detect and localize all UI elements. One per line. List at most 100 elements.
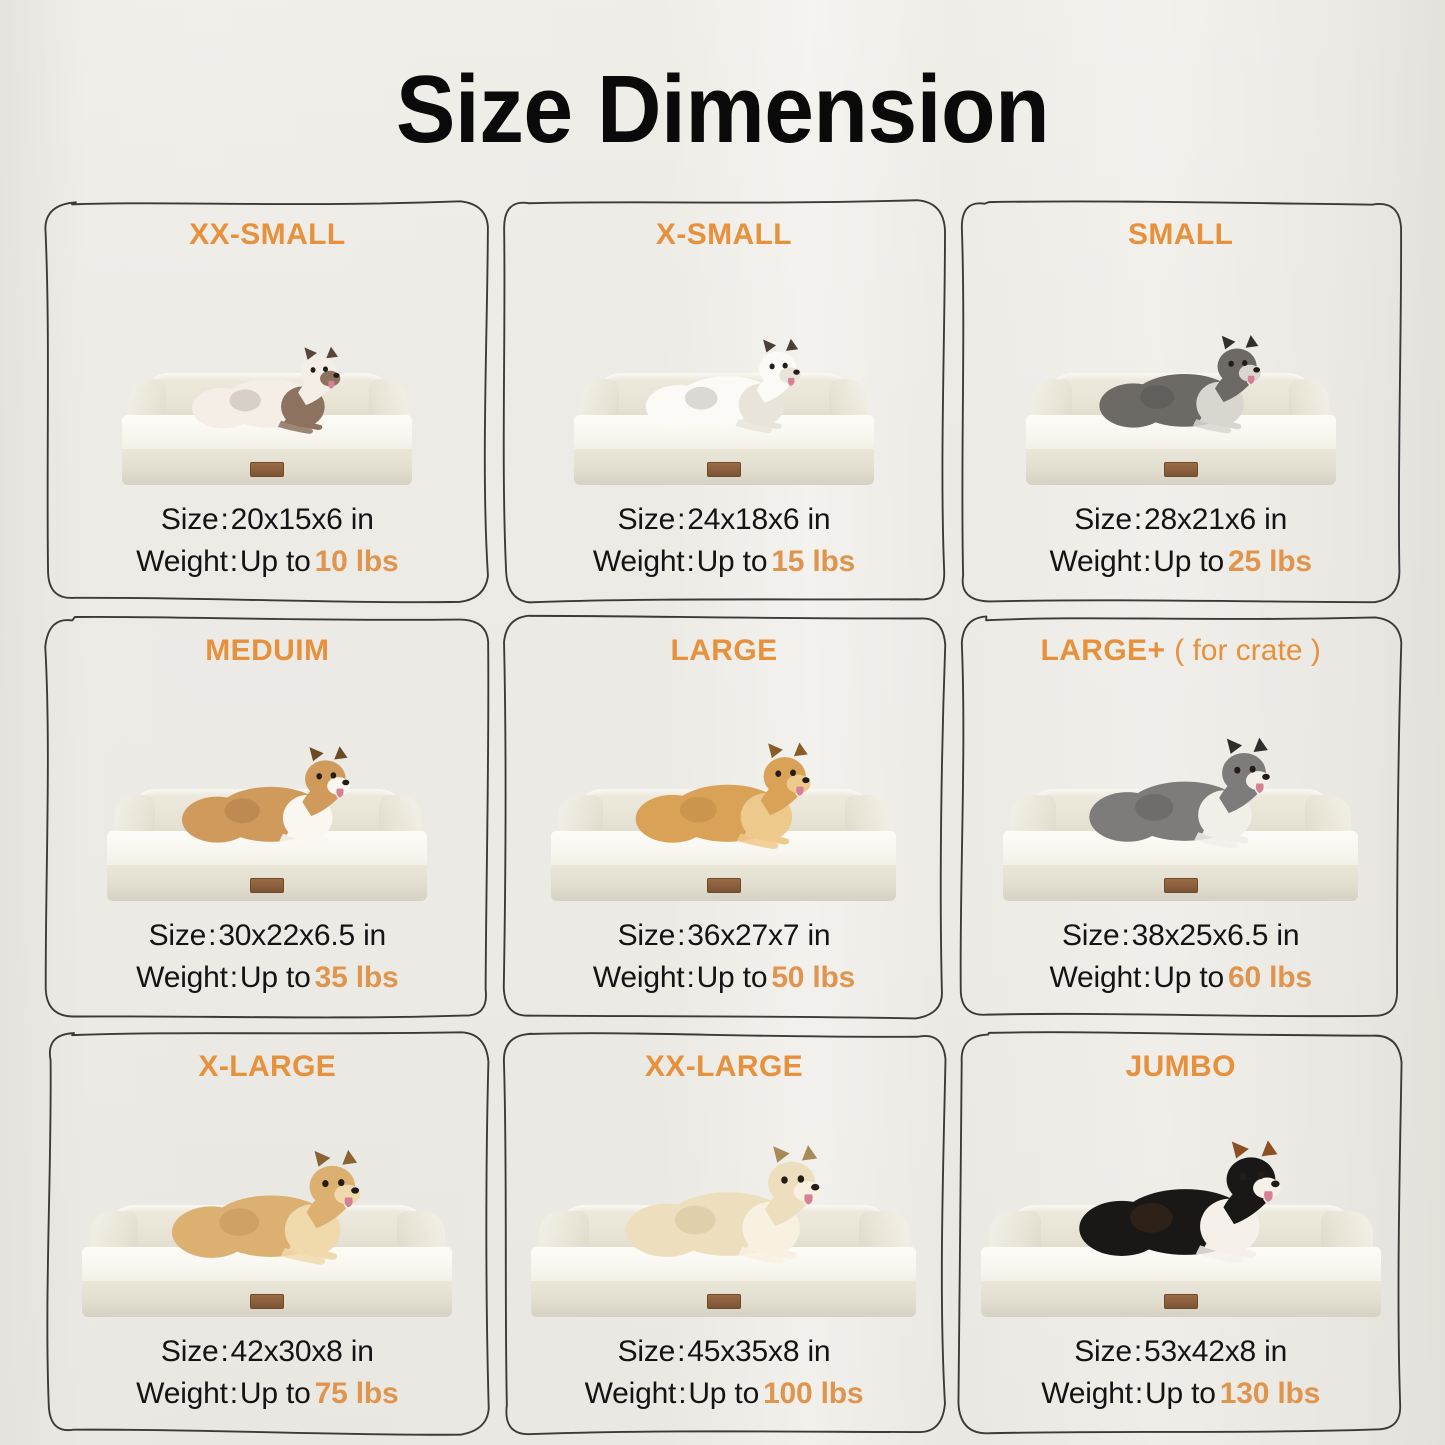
size-key: Size <box>1074 1335 1132 1369</box>
size-card[interactable]: LARGE <box>501 614 948 1020</box>
pet-golden-retriever-dog <box>632 736 816 856</box>
size-separator: : <box>1133 503 1142 537</box>
size-key: Size <box>148 919 207 953</box>
spec-block: Size:36x27x7 in Weight:Up to 50 lbs <box>515 915 934 1006</box>
weight-line: Weight:Up to 50 lbs <box>515 957 934 998</box>
size-line: Size:28x21x6 in <box>971 499 1390 540</box>
weight-value: 15 lbs <box>771 544 856 578</box>
product-image <box>58 254 477 499</box>
size-value: 45x35x8 in <box>687 1335 831 1369</box>
size-separator: : <box>208 919 217 953</box>
dog-bed-illustration <box>573 338 874 493</box>
size-label: SMALL <box>1128 220 1233 250</box>
size-value: 24x18x6 in <box>687 503 831 537</box>
weight-value: 10 lbs <box>314 544 399 578</box>
product-image <box>515 1086 934 1331</box>
weight-line: Weight:Up to 10 lbs <box>58 541 477 582</box>
size-label: MEDUIM <box>205 636 329 666</box>
spec-block: Size:30x22x6.5 in Weight:Up to 35 lbs <box>58 915 477 1006</box>
size-value: 28x21x6 in <box>1143 503 1288 537</box>
weight-value: 25 lbs <box>1227 544 1312 578</box>
spec-block: Size:38x25x6.5 in Weight:Up to 60 lbs <box>971 915 1390 1006</box>
size-card[interactable]: JUMBO <box>957 1030 1404 1436</box>
weight-separator: : <box>229 1376 238 1410</box>
size-value: 20x15x6 in <box>230 503 374 537</box>
size-card-grid: XX-SMALL <box>44 198 1404 1436</box>
size-key: Size <box>160 503 219 537</box>
weight-separator: : <box>678 1376 687 1410</box>
size-key: Size <box>617 503 676 537</box>
size-card[interactable]: X-LARGE <box>44 1030 491 1436</box>
size-card[interactable]: MEDUIM <box>44 614 491 1020</box>
spec-block: Size:28x21x6 in Weight:Up to 25 lbs <box>971 499 1390 590</box>
size-separator: : <box>1121 919 1130 953</box>
size-value: 36x27x7 in <box>687 919 831 953</box>
size-card[interactable]: X-SMALL <box>501 198 948 604</box>
weight-value: 100 lbs <box>763 1376 864 1410</box>
pet-ragdoll-cat <box>189 338 345 439</box>
size-label: X-SMALL <box>656 220 792 250</box>
weight-key: Weight <box>136 960 228 994</box>
size-label: LARGE+ ( for crate ) <box>1040 636 1320 666</box>
brand-logo-tag <box>250 1294 285 1310</box>
size-line: Size:30x22x6.5 in <box>58 915 477 956</box>
weight-line: Weight:Up to 60 lbs <box>971 957 1390 998</box>
size-key: Size <box>617 1335 676 1369</box>
weight-separator: : <box>686 960 695 994</box>
weight-prefix: Up to <box>239 1376 311 1410</box>
weight-value: 75 lbs <box>314 1376 399 1410</box>
weight-value: 60 lbs <box>1227 960 1312 994</box>
weight-line: Weight:Up to 25 lbs <box>971 541 1390 582</box>
dog-bed-illustration <box>551 742 897 909</box>
size-card[interactable]: LARGE+ ( for crate ) <box>957 614 1404 1020</box>
brand-logo-tag <box>706 1294 741 1310</box>
size-separator: : <box>677 1335 686 1369</box>
size-value: 38x25x6.5 in <box>1131 919 1300 953</box>
weight-separator: : <box>229 960 238 994</box>
product-image <box>971 670 1390 915</box>
brand-logo-tag <box>250 462 285 478</box>
weight-prefix: Up to <box>1153 544 1224 578</box>
size-line: Size:42x30x8 in <box>58 1331 477 1372</box>
dog-bed-illustration <box>980 1140 1381 1325</box>
dog-bed-illustration <box>1003 737 1359 909</box>
size-line: Size:24x18x6 in <box>515 499 934 540</box>
brand-logo-tag <box>1163 878 1198 894</box>
pet-corgi-dog <box>179 740 356 855</box>
spec-block: Size:20x15x6 in Weight:Up to 10 lbs <box>58 499 477 590</box>
weight-prefix: Up to <box>239 960 311 994</box>
size-label: X-LARGE <box>198 1052 336 1082</box>
weight-key: Weight <box>1049 960 1142 994</box>
size-card[interactable]: SMALL <box>957 198 1404 604</box>
weight-line: Weight:Up to 100 lbs <box>515 1373 934 1414</box>
weight-key: Weight <box>136 1376 228 1410</box>
weight-value: 35 lbs <box>314 960 399 994</box>
weight-prefix: Up to <box>1153 960 1224 994</box>
weight-line: Weight:Up to 75 lbs <box>58 1373 477 1414</box>
weight-separator: : <box>1134 1376 1144 1410</box>
product-image <box>971 254 1390 499</box>
weight-prefix: Up to <box>239 544 311 578</box>
size-line: Size:36x27x7 in <box>515 915 934 956</box>
weight-key: Weight <box>1049 544 1142 578</box>
brand-logo-tag <box>706 462 741 478</box>
size-card[interactable]: XX-SMALL <box>44 198 491 604</box>
size-name: X-SMALL <box>655 218 793 251</box>
size-card[interactable]: XX-LARGE <box>501 1030 948 1436</box>
size-line: Size:45x35x8 in <box>515 1331 934 1372</box>
size-label: JUMBO <box>1125 1052 1235 1082</box>
size-line: Size:53x42x8 in <box>971 1331 1390 1372</box>
weight-separator: : <box>686 544 695 578</box>
weight-prefix: Up to <box>688 1376 760 1410</box>
pet-schnauzer-dog <box>1096 329 1266 440</box>
dog-bed-illustration <box>82 1149 453 1325</box>
brand-logo-tag <box>1163 462 1198 478</box>
weight-prefix: Up to <box>696 544 768 578</box>
dog-bed-illustration <box>531 1145 917 1325</box>
size-separator: : <box>1133 1335 1142 1369</box>
pet-golden-retriever-large-dog <box>168 1143 366 1272</box>
product-image <box>515 670 934 915</box>
size-name: JUMBO <box>1125 1050 1236 1083</box>
weight-separator: : <box>1143 544 1152 578</box>
